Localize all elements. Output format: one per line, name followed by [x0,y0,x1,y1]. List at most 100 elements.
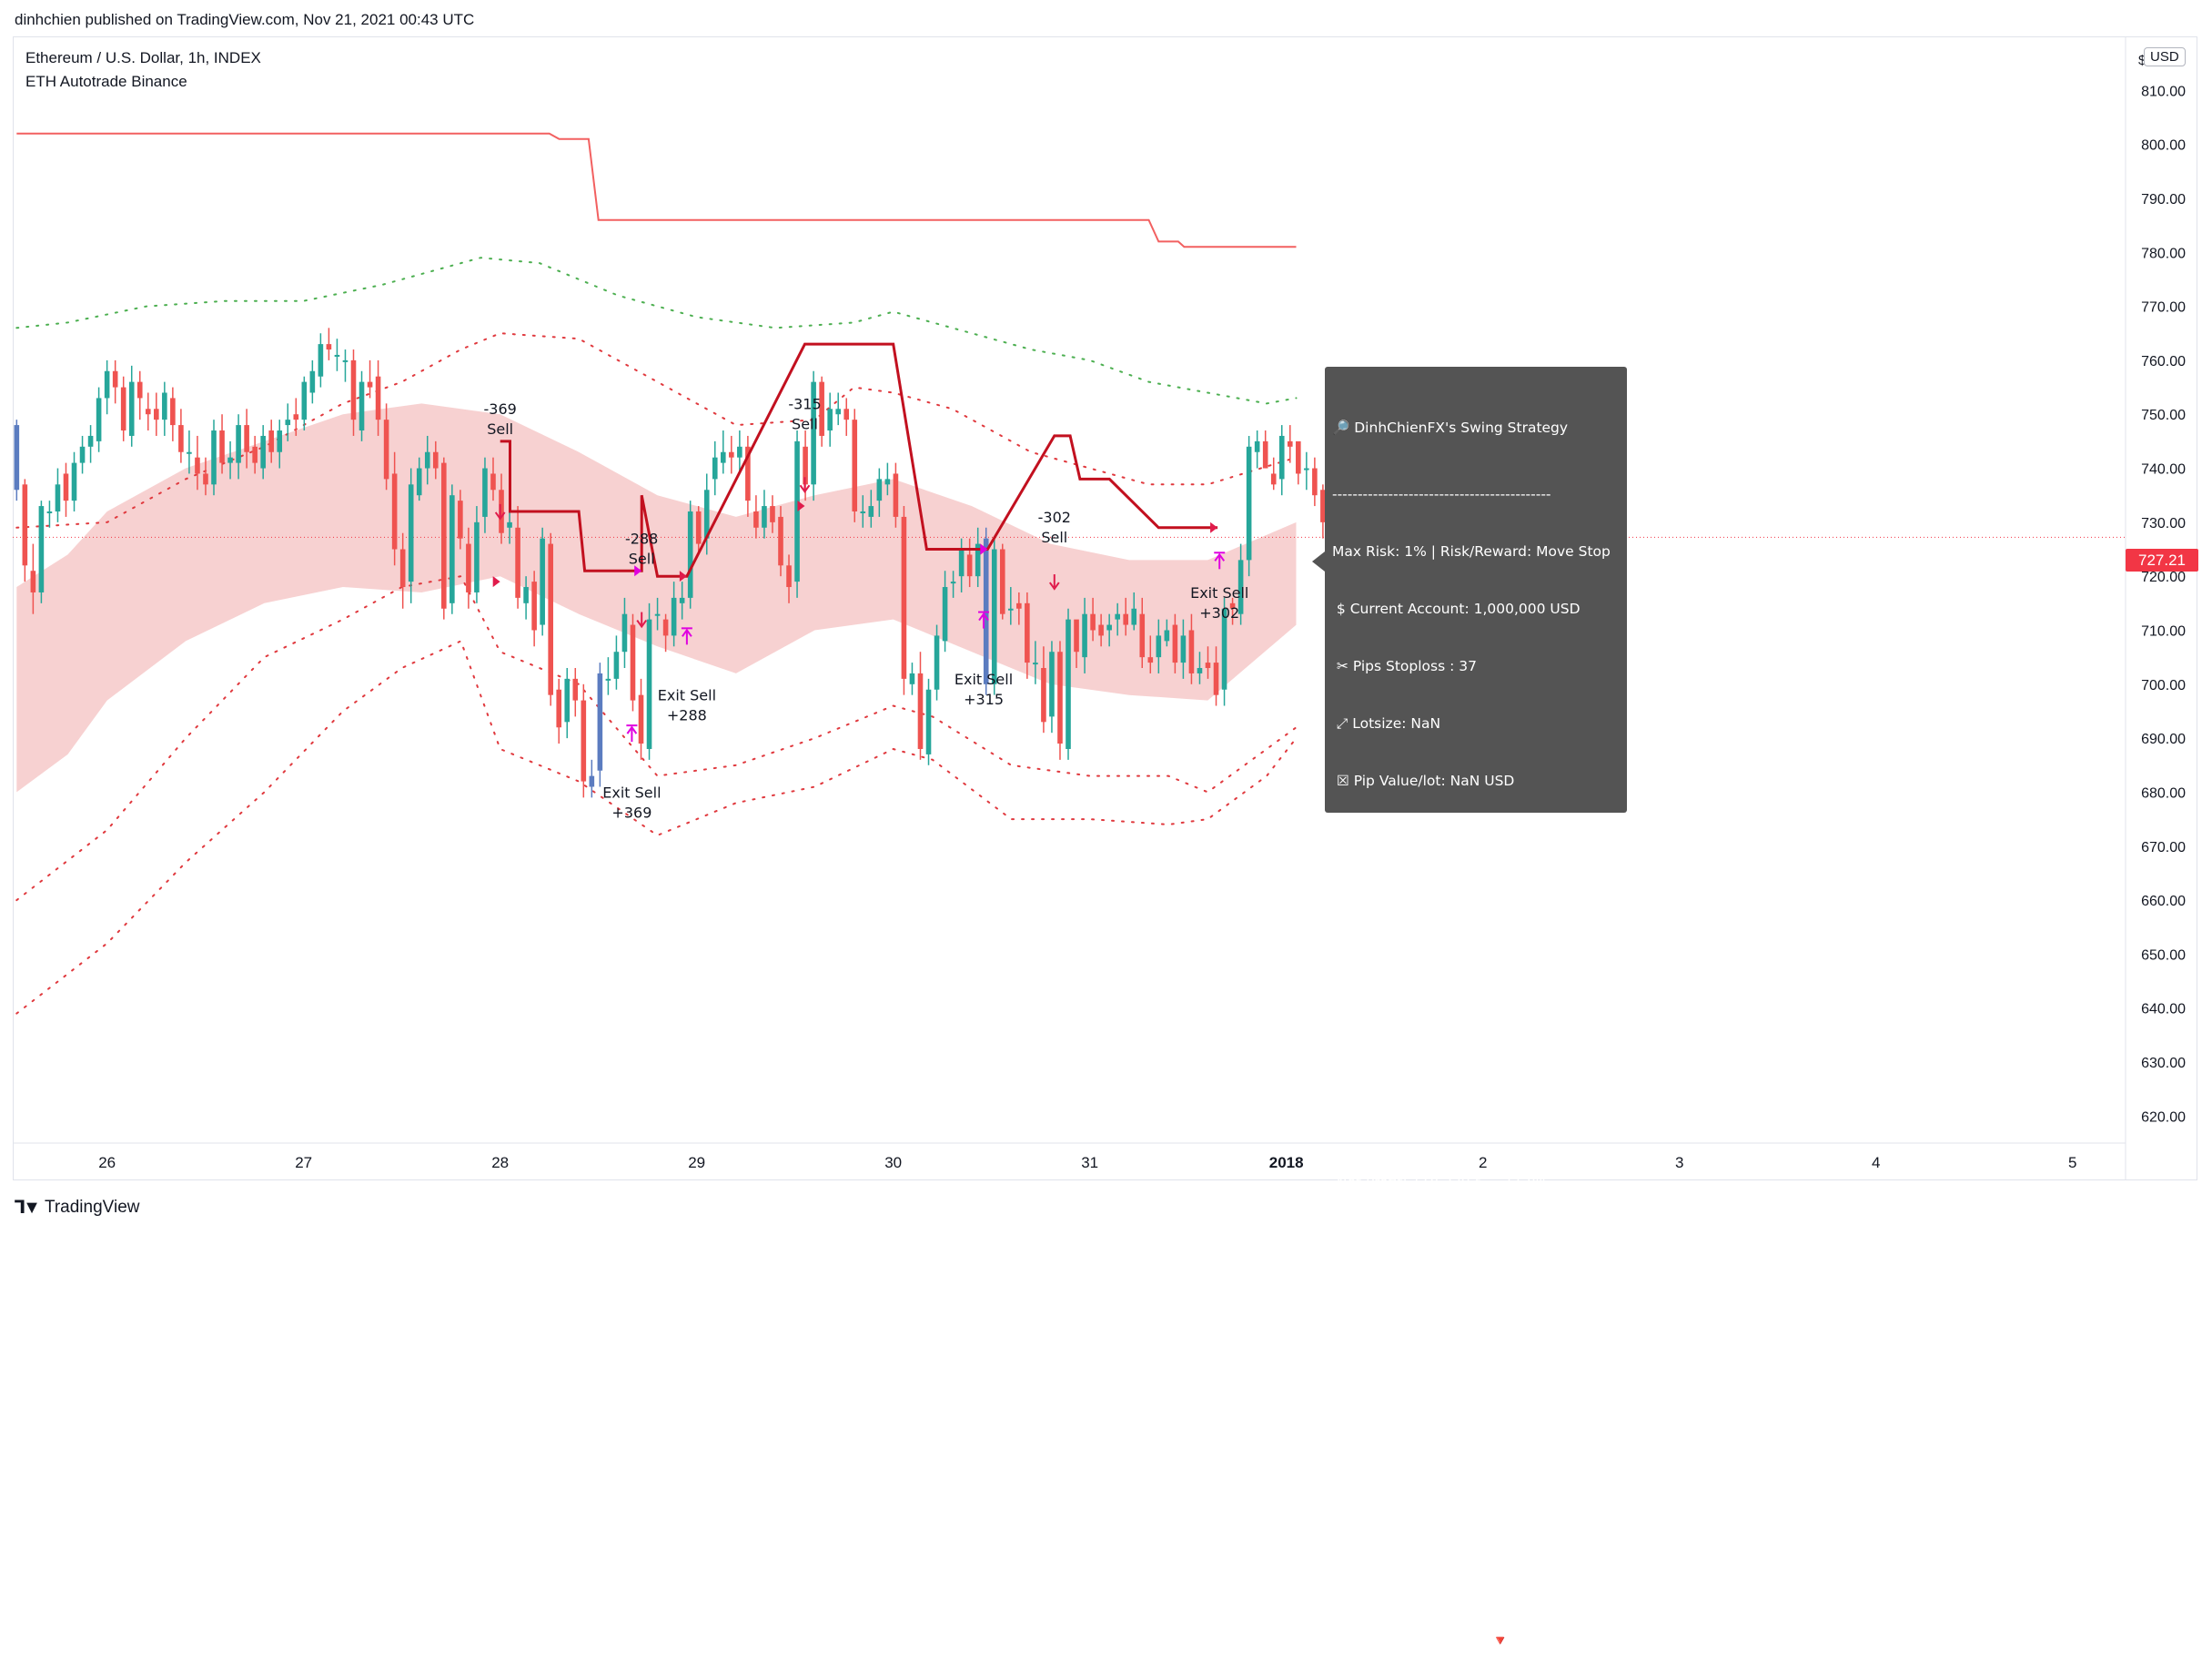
candle-body [1246,446,1252,561]
candle-body [1131,608,1137,625]
candle-body [950,582,956,584]
signal-label: Sell [1041,529,1067,546]
candle-body [399,549,406,588]
keltner-upper-2 [15,257,1298,405]
candle-body [178,425,184,452]
signal-label: +302 [1199,604,1239,622]
chart-frame[interactable] [13,36,2197,1180]
candle-body [1066,619,1071,749]
candle-body [1106,624,1112,631]
candle-body [695,511,702,544]
y-tick-label: 750.00 [2141,408,2186,423]
candle-body [244,425,249,452]
sell-signal: -288 Sell [625,531,658,629]
candle-body [466,543,471,592]
candle-body [499,490,504,533]
candle-body [1147,657,1154,663]
candle-body [770,506,775,522]
info-line: Equity: 1,118,229.5 [1332,1117,1475,1133]
sell-arrow-head [799,484,811,493]
exit-sell-signal: Exit Sell +315 [954,611,1013,708]
candle-body [1139,613,1146,658]
candle-body [1197,668,1203,673]
exit-sell-signal: Exit Sell +302 [1190,552,1248,622]
candle-body [999,549,1005,614]
price-chart[interactable]: 810.00 800.00 790.00 780.00 770.00 760.00 750.… [0,0,2212,1226]
y-tick-label: 630.00 [2141,1056,2186,1071]
sell-entry-marker [492,576,500,588]
signal-label: Exit Sell [602,784,661,801]
currency-prefix: $ [2138,53,2146,68]
candle-body [285,420,291,426]
candle-body [1229,602,1236,609]
footer-brand: TradingView [44,1197,140,1217]
candle-body [1049,652,1055,717]
candle-body [96,398,102,441]
stop-line [16,132,1297,248]
signal-label: Exit Sell [658,687,716,704]
candle-body [901,516,907,679]
candle-body [128,381,135,436]
signal-label: +369 [611,804,651,821]
strategy-info-box: 🔎 DinhChienFX's Swing Strategy ---------… [1325,367,1627,1649]
currency-badge[interactable]: USD [2144,47,2186,66]
candle-body [515,527,520,598]
candle-body [482,468,488,517]
candle-body [277,430,283,452]
exit-entry-marker [634,565,642,577]
candle-body [490,473,496,491]
signal-label: Sell [792,415,818,432]
candle-body [112,370,118,388]
last-price-tag: 727.21 [2126,549,2198,572]
exit-entry-marker [980,543,988,555]
candle-body [1090,613,1096,631]
signal-label: +288 [667,707,707,724]
candle-body [1278,435,1285,480]
x-tick-label: 31 [1081,1154,1098,1171]
signal-label: Sell [629,551,655,568]
candle-body [819,381,824,436]
candle-body [120,387,126,431]
y-tick-label: 670.00 [2141,840,2186,855]
candle-body [720,451,726,463]
candle-body [326,344,332,350]
symbol-legend[interactable]: Ethereum / U.S. Dollar, 1h, INDEX [25,49,261,66]
candle-body [38,506,45,592]
signal-label: Exit Sell [1190,584,1248,602]
candle-body [334,354,340,357]
candle-body [646,619,652,749]
x-tick-label: 28 [491,1154,509,1171]
candle-body [794,440,800,582]
info-line: ⤢ Lotsize: NaN [1332,715,1441,732]
y-tick-label: 730.00 [2141,516,2186,531]
candle-body [1270,473,1277,485]
candle-body [1221,608,1227,690]
exit-arrow-head [978,612,989,622]
indicator-legend[interactable]: ETH Autotrade Binance [25,73,187,90]
candle-body [1164,630,1170,642]
candle-body [589,775,595,787]
y-tick-label: 760.00 [2141,354,2186,369]
candle-body [1033,663,1038,665]
candle-body [1205,663,1211,669]
y-tick-label: 620.00 [2141,1109,2186,1125]
exit-arrow-head [1214,552,1226,562]
candle-body [1115,613,1120,620]
magnifier-icon: 🔎 [1332,420,1350,436]
candle-body [424,451,430,469]
sell-signal: -302 Sell [1038,509,1071,591]
tradingview-footer[interactable]: ⅂▼ TradingView [15,1196,140,1219]
exit-arrow-head [626,725,638,734]
x-tick-label: 2 [1479,1154,1487,1171]
candle-body [474,521,480,592]
candle-body [375,376,381,420]
info-line: $ Min capital: NaN USD [1332,945,1501,961]
candle-body [703,490,710,539]
candle-body [1123,613,1129,625]
y-tick-label: 810.00 [2141,84,2186,99]
candle-body [71,462,77,501]
candle-body [581,700,587,782]
candle-body [1188,630,1195,673]
candle-body [975,543,981,577]
candle-body [745,446,751,501]
